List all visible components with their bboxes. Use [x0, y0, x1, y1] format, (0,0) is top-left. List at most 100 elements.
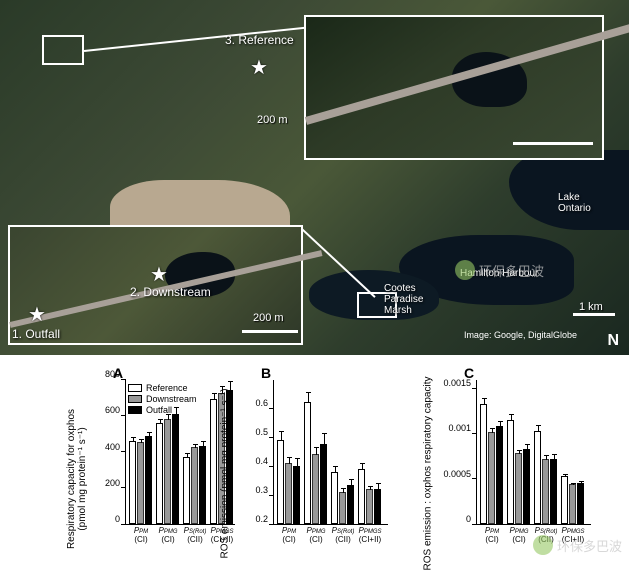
bar-group — [304, 402, 328, 524]
bar-group — [561, 476, 585, 524]
bar-out — [496, 426, 503, 524]
bar-group — [183, 446, 207, 524]
bar-out — [347, 485, 354, 524]
bar-out — [172, 414, 179, 524]
ytick-label: 0.2 — [255, 514, 274, 524]
bar-group — [156, 414, 180, 524]
ytick-label: 0.6 — [255, 398, 274, 408]
y-axis-label-A: Respiratory capacity for oxphos(pmol mg … — [66, 408, 88, 548]
bar-down — [569, 484, 576, 524]
watermark-1: 环保多巴波 — [455, 260, 544, 280]
bar-out — [145, 436, 152, 524]
bar-down — [312, 454, 319, 524]
scale-text-1: 200 m — [253, 312, 284, 324]
bar-down — [542, 459, 549, 524]
locator-box-reference — [42, 35, 84, 65]
x-tick-label: PPMG(CI) — [154, 527, 182, 545]
bar-ref — [358, 469, 365, 524]
plot-area-C: 00.00050.0010.0015PPM(CI)PPMG(CI)PS(Rot)… — [476, 380, 591, 525]
ytick-label: 0.0015 — [443, 378, 477, 388]
bar-group — [358, 469, 382, 524]
x-tick-label: PPMGS(CI+II) — [356, 527, 384, 545]
compass-north: N — [607, 332, 619, 350]
x-tick-label: PPMG(CI) — [302, 527, 330, 545]
road-reference — [305, 23, 629, 124]
bar-group — [331, 472, 355, 524]
site-star-outfall: ★ — [28, 302, 46, 327]
bar-out — [374, 489, 381, 524]
site-label-reference: 3. Reference — [225, 33, 294, 47]
bar-down — [366, 489, 373, 524]
satellite-map: ★1. Outfall★2. Downstream★3. ReferenceLa… — [0, 0, 629, 355]
ytick-label: 600 — [105, 405, 126, 415]
bar-ref — [156, 423, 163, 524]
bar-down — [339, 492, 346, 524]
y-axis-label-C: ROS emission : oxphos respiratory capaci… — [423, 376, 434, 570]
geo-label-0: LakeOntario — [558, 192, 591, 214]
bar-ref — [183, 457, 190, 524]
ytick-label: 200 — [105, 478, 126, 488]
chart-A: A ReferenceDownstreamOutfall Respiratory… — [10, 365, 213, 570]
chart-label-B: B — [261, 365, 271, 381]
ytick-label: 400 — [105, 442, 126, 452]
bar-group — [534, 431, 558, 524]
site-label-outfall: 1. Outfall — [12, 327, 60, 341]
scale-bar-outfall — [242, 330, 298, 333]
y-axis-label-B: ROS emission (pmol mg protein⁻¹ s⁻¹) — [220, 388, 231, 558]
watermark-2: 环保多巴波 — [533, 535, 622, 555]
x-tick-label: PS(Rot)(CII) — [181, 527, 209, 545]
bar-out — [523, 449, 530, 524]
scale-bar-main — [573, 313, 615, 316]
charts-row: A ReferenceDownstreamOutfall Respiratory… — [10, 365, 619, 570]
plot-area-B: 0.20.30.40.50.6PPM(CI)PPMG(CI)PS(Rot)(CI… — [273, 380, 388, 525]
bar-ref — [304, 402, 311, 524]
inset-map-reference — [304, 15, 604, 160]
bar-out — [293, 466, 300, 524]
x-tick-label: PPM(CI) — [478, 527, 506, 545]
x-tick-label: PS(Rot)(CII) — [329, 527, 357, 545]
bar-ref — [129, 441, 136, 524]
ytick-label: 0 — [466, 514, 477, 524]
bar-out — [550, 459, 557, 524]
bar-group — [129, 436, 153, 524]
site-label-downstream: 2. Downstream — [130, 285, 211, 299]
bar-down — [285, 463, 292, 524]
bar-ref — [331, 472, 338, 524]
bar-ref — [561, 476, 568, 524]
bar-out — [577, 483, 584, 524]
bar-down — [488, 432, 495, 524]
bar-ref — [507, 420, 514, 524]
geo-label-2: CootesParadiseMarsh — [384, 283, 423, 316]
bar-group — [480, 404, 504, 524]
x-tick-label: PPM(CI) — [127, 527, 155, 545]
site-star-reference: ★ — [250, 55, 268, 80]
ytick-label: 800 — [105, 369, 126, 379]
ytick-label: 0.5 — [255, 427, 274, 437]
lake-ontario-water — [509, 150, 629, 230]
bar-out — [199, 446, 206, 524]
ytick-label: 0.4 — [255, 456, 274, 466]
x-tick-label: PPMG(CI) — [505, 527, 533, 545]
map-attribution: Image: Google, DigitalGlobe — [464, 330, 577, 340]
scale-bar-reference — [513, 142, 593, 145]
bar-group — [507, 420, 531, 524]
connector-line-top — [84, 23, 338, 51]
bar-down — [137, 442, 144, 524]
scale-text-0: 200 m — [257, 114, 288, 126]
bar-out — [320, 444, 327, 524]
scale-text-2: 1 km — [579, 301, 603, 313]
chart-B: B ROS emission (pmol mg protein⁻¹ s⁻¹) 0… — [213, 365, 416, 570]
bar-ref — [277, 440, 284, 524]
bar-ref — [534, 431, 541, 524]
ytick-label: 0.001 — [448, 423, 477, 433]
x-tick-label: PPM(CI) — [275, 527, 303, 545]
ytick-label: 0.0005 — [443, 469, 477, 479]
site-star-downstream: ★ — [150, 262, 168, 287]
bar-down — [164, 419, 171, 524]
bar-ref — [480, 404, 487, 524]
bar-down — [191, 447, 198, 524]
ytick-label: 0 — [115, 514, 126, 524]
bar-down — [515, 453, 522, 524]
bar-group — [277, 440, 301, 524]
ytick-label: 0.3 — [255, 485, 274, 495]
